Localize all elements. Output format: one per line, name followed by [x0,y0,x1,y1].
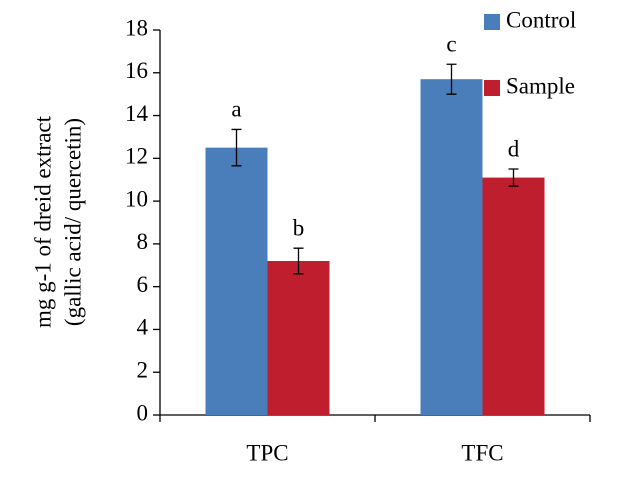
y-tick-label: 18 [125,15,148,40]
y-tick-label: 8 [137,229,149,254]
y-tick-label: 2 [137,358,149,383]
error-bar [293,247,304,275]
significance-letter: a [231,97,241,122]
bar [205,147,268,415]
legend-label: Sample [506,73,575,98]
y-tick-label: 16 [125,58,148,83]
x-tick-label: TFC [461,440,503,465]
error-bar [508,168,519,187]
y-axis-label: (gallic acid/ quercetin) [60,118,85,326]
y-tick-label: 6 [137,272,149,297]
significance-letter: d [508,136,520,161]
legend-swatch [484,14,500,30]
bar [267,261,330,415]
y-tick-label: 12 [125,144,148,169]
y-tick-label: 4 [137,315,149,340]
significance-letter: b [293,215,305,240]
y-axis-label: mg g-1 of dreid extract [30,115,55,328]
x-tick-label: TPC [246,440,288,465]
legend-swatch [484,80,500,96]
y-tick-label: 14 [125,101,149,126]
legend-label: Control [506,7,576,32]
bar [482,177,545,415]
significance-letter: c [446,32,456,57]
error-bar [446,63,457,95]
bar [420,79,483,415]
y-tick-label: 0 [137,400,149,425]
y-tick-label: 10 [125,186,148,211]
error-bar [231,128,242,167]
